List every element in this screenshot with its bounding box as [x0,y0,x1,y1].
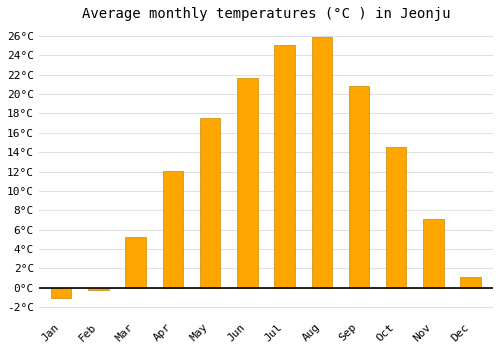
Bar [237,78,258,288]
Bar [423,219,444,288]
Bar [386,147,406,288]
Bar [126,237,146,288]
Title: Average monthly temperatures (°C ) in Jeonju: Average monthly temperatures (°C ) in Je… [82,7,450,21]
Bar [51,288,72,299]
Bar [88,288,108,290]
Bar [162,170,183,288]
Bar [460,277,481,288]
Bar [312,37,332,288]
Bar [274,45,295,288]
Bar [200,118,220,288]
Bar [349,86,370,288]
